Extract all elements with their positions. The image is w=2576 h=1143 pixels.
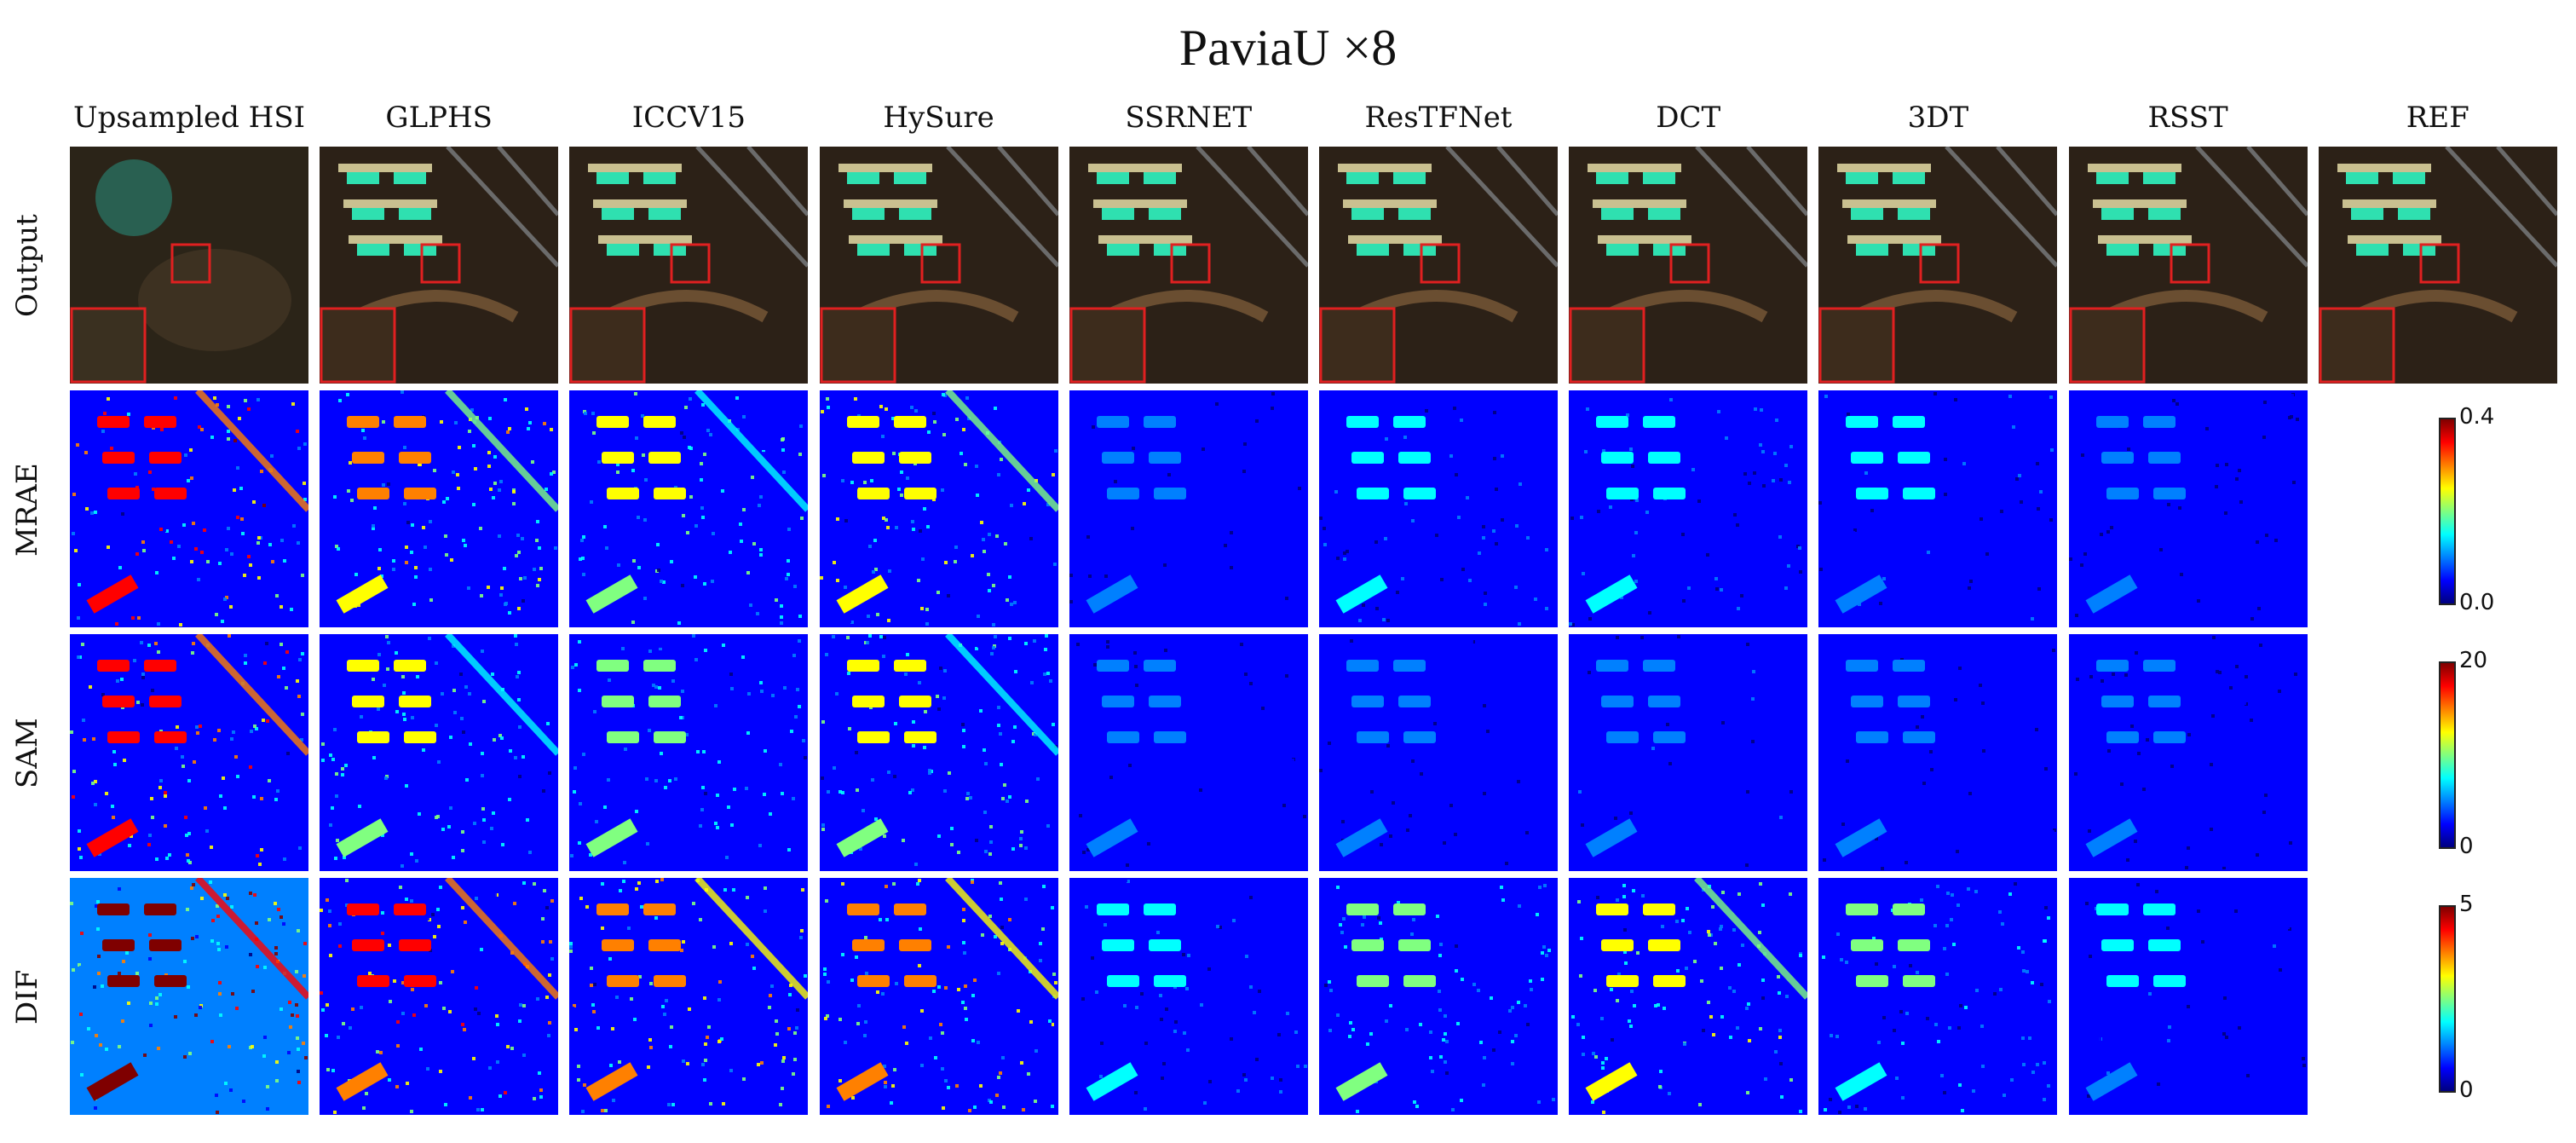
output-map-7 (1818, 147, 2058, 384)
dif-map-7 (1818, 878, 2058, 1115)
column-header-1: GLPHS (385, 101, 493, 135)
output-map-5 (1319, 147, 1558, 384)
mrae-map-7 (1818, 390, 2058, 627)
sam-map-1 (320, 634, 559, 871)
row-label-mrae: MRAE (10, 463, 44, 557)
colorbar-sam: 20 0 (2439, 648, 2487, 859)
colorbar-gradient (2439, 661, 2456, 849)
output-map-0 (70, 147, 308, 384)
dif-map-4 (1069, 878, 1308, 1115)
colorbar-min-label: 0 (2459, 1077, 2474, 1103)
sam-map-2 (569, 634, 809, 871)
dif-map-3 (819, 878, 1058, 1115)
output-map-4 (1069, 147, 1308, 384)
column-header-4: SSRNET (1125, 101, 1253, 135)
output-map-2 (569, 147, 809, 384)
colorbar-mrae: 0.4 0.0 (2439, 404, 2494, 615)
colorbar-gradient (2439, 905, 2456, 1093)
sam-map-0 (70, 634, 308, 871)
column-header-2: ICCV15 (631, 101, 746, 135)
output-map-3 (819, 147, 1058, 384)
output-map-8 (2068, 147, 2308, 384)
row-label-sam: SAM (10, 718, 44, 789)
column-header-9: REF (2406, 101, 2469, 135)
mrae-map-8 (2068, 390, 2308, 627)
dif-map-8 (2068, 878, 2308, 1115)
column-header-8: RSST (2147, 101, 2228, 135)
figure-title: PaviaU ×8 (1179, 20, 1397, 76)
dif-map-5 (1319, 878, 1558, 1115)
mrae-map-2 (569, 390, 809, 627)
dif-map-0 (70, 878, 308, 1115)
colorbar-max-label: 5 (2459, 892, 2474, 917)
colorbar-min-label: 0 (2459, 834, 2474, 859)
sam-map-3 (819, 634, 1058, 871)
output-map-6 (1569, 147, 1808, 384)
mrae-map-0 (70, 390, 308, 627)
column-header-6: DCT (1656, 101, 1721, 135)
sam-map-8 (2068, 634, 2308, 871)
colorbar-max-label: 20 (2459, 648, 2488, 673)
mrae-map-6 (1569, 390, 1808, 627)
column-header-3: HySure (883, 101, 994, 135)
column-header-5: ResTFNet (1364, 101, 1513, 135)
colorbar-max-label: 0.4 (2459, 404, 2495, 430)
dif-map-2 (569, 878, 809, 1115)
row-label-output: Output (10, 214, 44, 318)
output-map-1 (320, 147, 559, 384)
sam-map-7 (1818, 634, 2058, 871)
dif-map-6 (1569, 878, 1808, 1115)
column-header-0: Upsampled HSI (72, 101, 306, 135)
mrae-map-3 (819, 390, 1058, 627)
colorbar-min-label: 0.0 (2459, 590, 2495, 615)
sam-map-4 (1069, 634, 1308, 871)
sam-map-6 (1569, 634, 1808, 871)
mrae-map-1 (320, 390, 559, 627)
sam-map-5 (1319, 634, 1558, 871)
output-map-9 (2318, 147, 2557, 384)
dif-map-1 (320, 878, 559, 1115)
mrae-map-5 (1319, 390, 1558, 627)
colorbar-gradient (2439, 418, 2456, 605)
mrae-map-4 (1069, 390, 1308, 627)
column-header-7: 3DT (1907, 101, 1969, 135)
row-label-dif: DIF (10, 969, 44, 1025)
